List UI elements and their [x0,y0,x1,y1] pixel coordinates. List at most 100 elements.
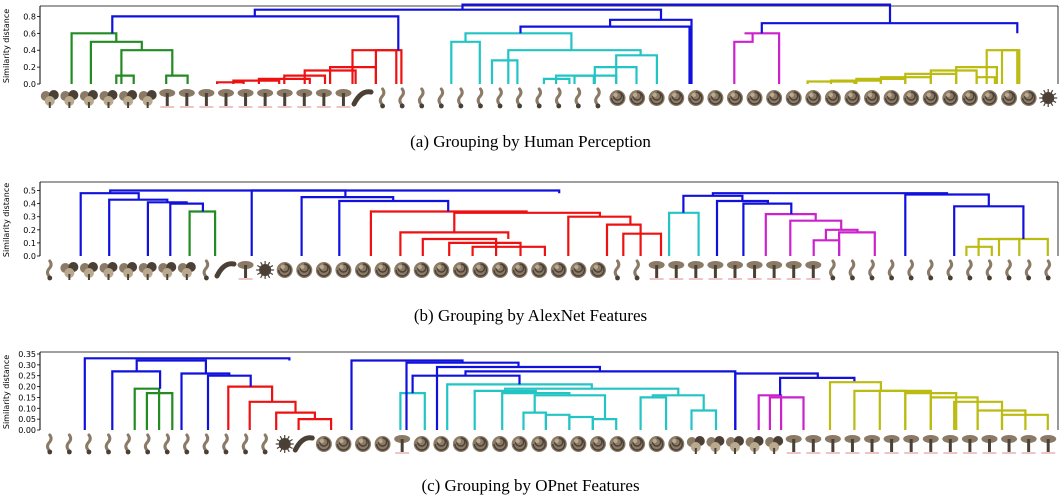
dendrogram-link [639,396,668,430]
leaf-thumbnail [589,436,606,452]
y-tick-label: 0.25 [18,372,36,381]
dendrogram-link [115,74,135,84]
dendrogram-link [490,59,519,84]
dendrogram-link [501,391,571,430]
dendrogram-link [568,415,594,430]
leaf-thumbnail [374,436,391,452]
leaf-thumbnail [745,436,764,454]
y-tick-label: 0.0 [23,80,36,89]
leaf-thumbnail [158,262,177,280]
dendrogram-link [206,374,252,430]
leaf-thumbnail [555,87,562,109]
leaf-thumbnail [726,90,743,106]
leaf-thumbnail [531,262,548,278]
dendrogram-link [188,210,217,256]
dendrogram-link [473,389,537,430]
panel-alexnet: 0.0 0.1 0.2 0.3 0.4 0.5 Similarity distance [0,170,1061,296]
leaf-thumbnail [1005,259,1012,281]
leaf-thumbnail [472,262,489,278]
leaf-thumbnail [99,262,118,280]
dendrogram-link [828,381,883,430]
dendrogram-link [338,199,450,256]
leaf-thumbnail [202,259,210,281]
leaf-thumbnail [237,261,254,280]
dendrogram-link [146,201,188,256]
leaf-thumbnail [315,89,332,108]
dendrogram-link [733,33,754,84]
leaf-thumbnail [844,435,861,454]
leaf-thumbnail [335,436,352,452]
y-axis-label: Similarity distance [2,183,11,257]
leaf-thumbnail [202,433,210,455]
leaf-thumbnail [1040,435,1057,454]
leaf-thumbnail [433,262,450,278]
dendrogram-opnet: 0.00 0.05 0.10 0.150.20 0.25 0.30 0.35 Similari… [2,350,1059,455]
leaf-thumbnail [805,90,822,106]
leaf-thumbnail [60,90,79,108]
y-tick-label: 0.05 [18,415,36,424]
leaf-thumbnail [985,259,993,281]
dendrogram-link [108,198,169,256]
leaf-thumbnail [535,87,542,109]
leaf-thumbnail [492,262,509,278]
dendrogram-link [165,74,189,84]
leaf-thumbnail [355,436,372,452]
dendrogram-link [608,18,693,84]
dendrogram-link [1000,413,1049,430]
leaf-thumbnail [292,435,315,453]
leaf-thumbnail [766,90,783,106]
leaf-thumbnail [966,259,973,281]
leaf-thumbnail [276,262,293,278]
leaf-thumbnail [457,87,464,109]
dendrogram-link [300,196,395,256]
dendrogram-alexnet: 0.0 0.1 0.2 0.3 0.4 0.5 Similarity distance [2,181,1059,281]
caption-alexnet: (b) Grouping by AlexNet Features [413,306,648,325]
dendrogram-link [929,69,978,84]
leaf-thumbnail [315,262,332,278]
leaf-thumbnail [104,433,112,455]
leaf-thumbnail [1044,259,1051,281]
leaf-thumbnail [79,262,98,280]
dendrogram-link [760,22,1019,34]
leaf-thumbnail [79,90,98,108]
leaf-thumbnail [805,435,822,454]
dendrogram-link [464,370,737,430]
leaf-thumbnail [746,261,763,280]
leaf-thumbnail [119,90,138,108]
leaf-thumbnail [668,436,685,452]
dendrogram-link [824,228,859,241]
leaf-thumbnail [217,89,234,108]
dendrogram-link [83,357,291,430]
leaf-thumbnail [476,87,484,109]
leaf-thumbnail [609,436,626,452]
leaf-thumbnail [335,89,352,108]
dendrogram-link [350,359,464,430]
dendrogram-link [297,417,333,430]
leaf-thumbnail [374,262,391,278]
leaf-thumbnail [46,433,53,455]
leaf-thumbnail [864,435,881,454]
leaf-thumbnail [178,89,195,108]
dendrogram-link [778,376,856,396]
leaf-thumbnail [942,90,959,106]
leaf-thumbnail [296,89,313,108]
leaf-thumbnail [496,87,503,109]
caption-opnet: (c) Grouping by OPnet Features [421,476,640,495]
leaf-thumbnail [275,435,294,453]
y-tick-label: 0.35 [18,350,36,359]
leaf-thumbnail [515,87,523,109]
y-tick-label: 0.5 [23,187,36,196]
y-tick-label: 0.20 [18,383,36,392]
leaf-thumbnail [981,90,998,106]
dendrogram-link [275,411,316,430]
leaf-thumbnail [785,90,802,106]
dendrogram-link [519,25,691,84]
dendrogram-link [997,237,1049,256]
leaf-thumbnail [824,435,841,454]
dendrogram-link [399,391,426,430]
leaf-thumbnail [648,261,665,280]
dendrogram-link [667,211,700,256]
dendrogram-link [904,391,958,430]
y-tick-label: 0.30 [18,361,36,370]
leaf-thumbnail [844,90,861,106]
